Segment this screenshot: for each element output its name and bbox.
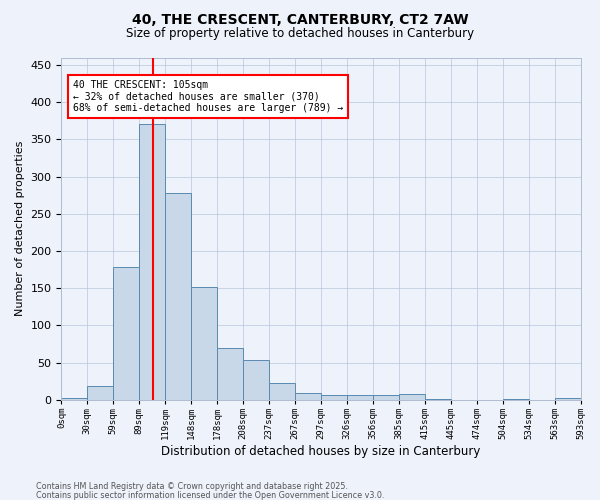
Text: 40 THE CRESCENT: 105sqm
← 32% of detached houses are smaller (370)
68% of semi-d: 40 THE CRESCENT: 105sqm ← 32% of detache… xyxy=(73,80,343,113)
Bar xyxy=(113,268,139,400)
Bar xyxy=(425,399,451,400)
Bar xyxy=(554,398,581,400)
Bar xyxy=(373,396,399,400)
Bar xyxy=(399,394,425,400)
Bar xyxy=(139,124,165,400)
Bar xyxy=(347,396,373,400)
Bar xyxy=(321,396,347,400)
Bar xyxy=(61,398,88,400)
Bar xyxy=(191,286,217,400)
Bar xyxy=(295,393,321,400)
Y-axis label: Number of detached properties: Number of detached properties xyxy=(15,141,25,316)
Text: Size of property relative to detached houses in Canterbury: Size of property relative to detached ho… xyxy=(126,28,474,40)
Text: Contains public sector information licensed under the Open Government Licence v3: Contains public sector information licen… xyxy=(36,490,385,500)
Bar xyxy=(165,193,191,400)
X-axis label: Distribution of detached houses by size in Canterbury: Distribution of detached houses by size … xyxy=(161,444,481,458)
Bar xyxy=(88,386,113,400)
Text: Contains HM Land Registry data © Crown copyright and database right 2025.: Contains HM Land Registry data © Crown c… xyxy=(36,482,348,491)
Bar xyxy=(217,348,243,400)
Bar xyxy=(269,382,295,400)
Bar xyxy=(243,360,269,400)
Text: 40, THE CRESCENT, CANTERBURY, CT2 7AW: 40, THE CRESCENT, CANTERBURY, CT2 7AW xyxy=(131,12,469,26)
Bar xyxy=(503,399,529,400)
